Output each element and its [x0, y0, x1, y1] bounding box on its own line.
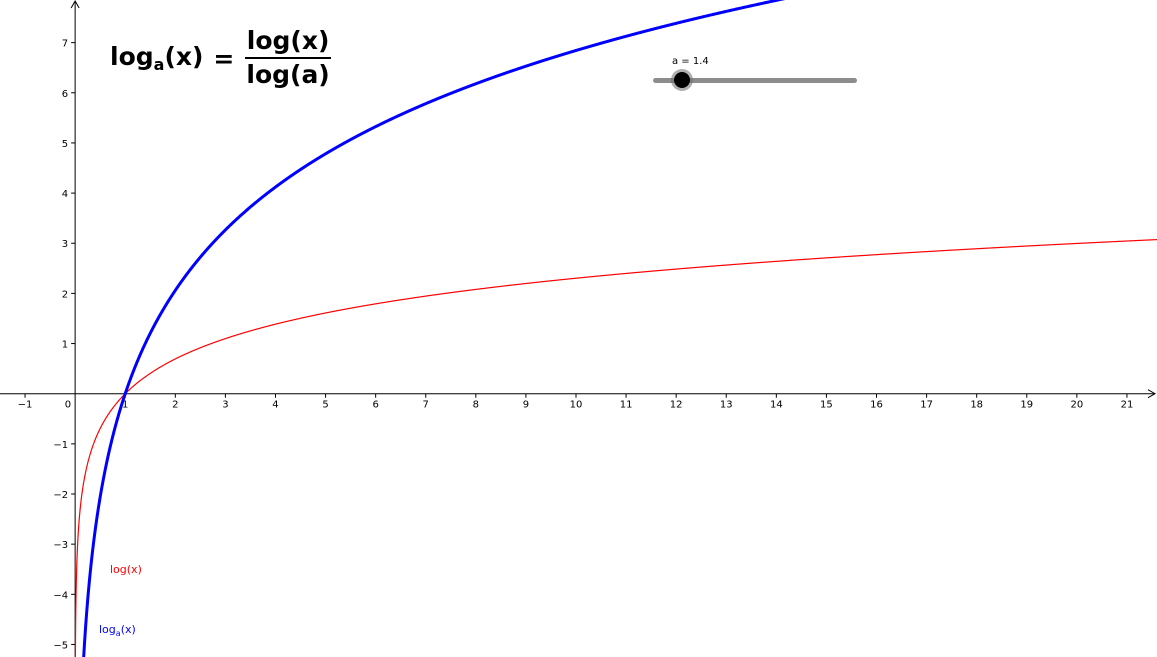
x-tick-label: 3	[222, 400, 228, 411]
formula-equals: =	[213, 43, 235, 73]
curves	[74, 0, 1157, 657]
formula-denominator: log(a)	[246, 60, 330, 89]
x-tick-label: 9	[523, 400, 529, 411]
y-tick-label: −5	[53, 640, 68, 651]
x-tick-label: −1	[18, 400, 33, 411]
slider-a-knob[interactable]	[674, 72, 690, 88]
formula-fraction: log(x) log(a)	[244, 26, 332, 90]
x-tick-label: 21	[1121, 400, 1134, 411]
curve-label-log-text: log(x)	[110, 563, 142, 576]
x-tick-label: 20	[1070, 400, 1083, 411]
x-tick-label: 4	[272, 400, 278, 411]
log-x-curve[interactable]	[74, 238, 1157, 657]
curve-label-loga-argument: (x)	[120, 623, 136, 636]
y-axis-arrow	[70, 0, 80, 9]
y-tick-label: 6	[62, 89, 68, 100]
formula-log-change-of-base: loga(x) = log(x) log(a)	[110, 26, 332, 90]
y-tick-label: 7	[62, 39, 68, 50]
y-tick-label: 3	[62, 239, 68, 250]
formula-lhs-base: log	[110, 42, 154, 71]
curve-label-loga-base: log	[99, 623, 116, 636]
formula-lhs-argument: (x)	[164, 42, 204, 71]
x-tick-label: 1	[122, 400, 128, 411]
x-tick-label: 15	[820, 400, 833, 411]
x-tick-label: 8	[473, 400, 479, 411]
x-tick-label: 10	[570, 400, 583, 411]
slider-a[interactable]: a = 1.4	[650, 52, 860, 92]
x-tick-label: 12	[670, 400, 683, 411]
curve-label-log[interactable]: log(x)	[110, 563, 142, 576]
y-tick-label: −2	[53, 490, 68, 501]
x-tick-label: 14	[770, 400, 783, 411]
y-tick-label: −1	[53, 440, 68, 451]
x-tick-label: 19	[1020, 400, 1033, 411]
curve-label-loga-text: loga(x)	[99, 623, 136, 639]
log-a-x-curve[interactable]	[82, 0, 906, 657]
x-axis-arrow	[1147, 389, 1157, 399]
y-tick-label: 4	[62, 189, 68, 200]
formula-lhs-subscript: a	[153, 55, 165, 74]
curve-label-loga[interactable]: loga(x)	[99, 623, 136, 638]
x-tick-label: 6	[372, 400, 378, 411]
x-tick-label: 13	[720, 400, 733, 411]
slider-a-label: a = 1.4	[672, 56, 709, 67]
curve-label-loga-subscript: a	[115, 629, 121, 639]
x-tick-label: 7	[423, 400, 429, 411]
x-tick-label: 2	[172, 400, 178, 411]
slider-a-track[interactable]	[653, 78, 857, 83]
y-tick-label: 1	[62, 340, 68, 351]
x-tick-label: 11	[620, 400, 633, 411]
x-tick-label: 0	[65, 400, 71, 411]
x-tick-label: 5	[322, 400, 328, 411]
formula-numerator: log(x)	[244, 26, 332, 59]
x-tick-label: 18	[970, 400, 983, 411]
formula-lhs: loga(x)	[110, 42, 203, 74]
y-tick-label: 2	[62, 289, 68, 300]
axis-ticks: −1 0 1 2 3 4 5 6 7 8 9 10 11 12 13 14 15 16 17 18 19 20 21−5−4…	[18, 39, 1134, 652]
y-tick-label: −3	[53, 540, 68, 551]
y-tick-label: 5	[62, 139, 68, 150]
x-tick-label: 17	[920, 400, 933, 411]
x-tick-label: 16	[870, 400, 883, 411]
y-tick-label: −4	[53, 590, 68, 601]
